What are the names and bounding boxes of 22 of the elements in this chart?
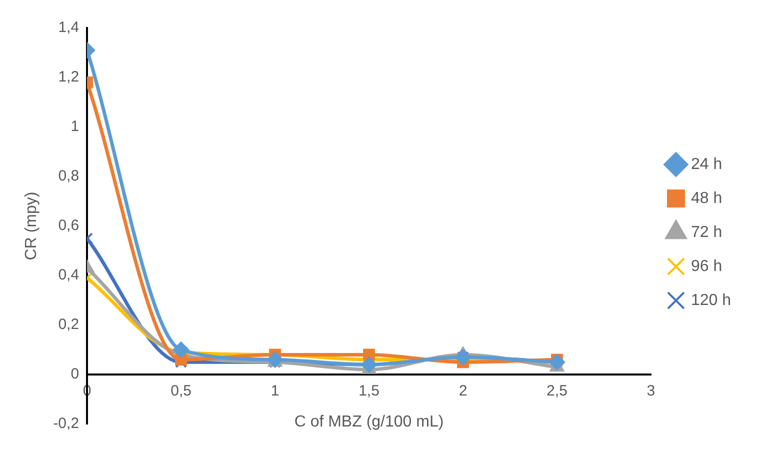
x-tick-label: 1,5 <box>358 382 380 400</box>
legend-label: 120 h <box>690 292 732 309</box>
y-tick-label: 0,6 <box>58 217 80 234</box>
y-tick-label: 1,4 <box>58 19 80 36</box>
legend-label: 72 h <box>690 224 722 241</box>
y-tick-label: 1,2 <box>58 68 80 86</box>
y-tick-label: 0,4 <box>58 266 80 284</box>
y-tick-label: 0,2 <box>58 316 80 334</box>
legend-label: 24 h <box>690 156 722 173</box>
x-tick-label: 2,5 <box>546 382 568 400</box>
y-tick-label: 1 <box>70 118 80 136</box>
x-tick-label: 1 <box>270 382 280 400</box>
legend-label: 48 h <box>690 190 722 207</box>
legend-label: 96 h <box>690 258 722 275</box>
x-tick-label: 3 <box>646 382 656 400</box>
x-axis-title: C of MBZ (g/100 mL) <box>294 414 444 431</box>
y-tick-label: 0,8 <box>58 168 80 185</box>
y-tick-label: -0,2 <box>53 415 80 432</box>
y-tick-label: 0 <box>70 366 80 383</box>
y-axis-title: CR (mpy) <box>23 192 40 260</box>
x-tick-label: 0,5 <box>170 382 192 400</box>
x-tick-label: 2 <box>458 382 468 400</box>
